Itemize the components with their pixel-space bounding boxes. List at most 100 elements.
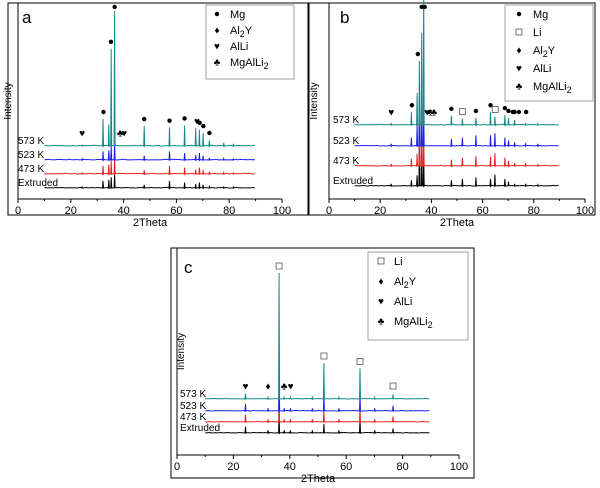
panel-label: a xyxy=(22,8,32,27)
x-tick-label: 100 xyxy=(273,205,291,217)
trace-523k xyxy=(44,142,255,162)
x-tick-label: 20 xyxy=(227,461,239,473)
trace-473k xyxy=(354,102,559,168)
series-label: 573 K xyxy=(333,115,359,126)
peak-marker-club: ♣ xyxy=(427,108,434,119)
peak-marker-circle xyxy=(422,4,427,10)
peak-marker-club: ♣ xyxy=(431,108,438,119)
peak-marker-circle xyxy=(488,103,493,108)
series-label: Extruded xyxy=(18,178,58,189)
peak-marker-diamond: ♦ xyxy=(266,382,271,393)
trace-473k xyxy=(44,157,255,176)
panel-frame xyxy=(7,2,309,216)
peak-marker-square xyxy=(491,106,499,113)
x-tick-label: 20 xyxy=(374,205,386,217)
legend-entry: AlLi xyxy=(394,296,412,308)
panel-a: a 0 20 40 60 80 100 2Theta Intensity Extruded 473 … xyxy=(3,2,309,229)
legend-entry: Al2Y xyxy=(394,276,417,290)
peak-marker-circle xyxy=(101,109,106,115)
x-axis-label: 2Theta xyxy=(440,217,475,229)
trace-473k xyxy=(205,394,430,424)
peak-marker-circle xyxy=(516,109,522,115)
x-tick-label: 100 xyxy=(576,205,594,217)
x-tick-label: 40 xyxy=(425,205,437,217)
x-tick-label: 80 xyxy=(396,461,408,473)
series-label: 523 K xyxy=(180,401,206,412)
peak-marker-square xyxy=(389,382,397,390)
x-tick-label: 80 xyxy=(223,205,235,217)
trace-573k xyxy=(354,0,559,127)
series-label: 473 K xyxy=(18,164,44,175)
peak-marker-circle xyxy=(512,109,517,115)
legend-box xyxy=(367,251,469,341)
legend-entry: Al2Y xyxy=(230,25,253,39)
x-tick-label: 60 xyxy=(170,205,182,217)
legend-symbol-diamond: ♦ xyxy=(516,46,521,57)
legend-symbol-diamond: ♦ xyxy=(214,26,219,37)
peak-marker-circle xyxy=(182,116,187,121)
peak-marker-circle xyxy=(473,108,479,114)
peak-marker-circle xyxy=(506,108,511,114)
x-tick-label: 60 xyxy=(476,205,488,217)
peak-marker-circle xyxy=(207,130,212,136)
trace-extruded xyxy=(205,414,430,435)
peak-marker-square xyxy=(275,262,283,270)
panel-frame xyxy=(170,247,475,479)
peak-marker-heart: ♥ xyxy=(79,129,85,140)
legend: Mg ♦ Al2Y ♥ AlLi ♣ MgAlLi2 xyxy=(205,4,295,80)
peak-marker-circle xyxy=(112,4,117,10)
peak-marker-square xyxy=(458,108,466,116)
panel-label: b xyxy=(340,8,349,27)
peak-marker-heart: ♥ xyxy=(121,129,127,140)
trace-523k xyxy=(205,356,430,413)
series-label: 523 K xyxy=(333,136,359,147)
peak-marker-circle xyxy=(419,4,424,10)
peak-marker-heart: ♥ xyxy=(194,117,200,128)
x-tick-label: 60 xyxy=(340,461,352,473)
x-axis-label: 2Theta xyxy=(301,473,336,483)
peak-marker-circle xyxy=(449,106,454,111)
x-tick-label: 0 xyxy=(15,205,21,217)
peak-marker-circle xyxy=(197,120,202,126)
x-tick-label: 80 xyxy=(528,205,540,217)
legend-symbol-circle xyxy=(214,11,220,17)
x-tick-label: 0 xyxy=(174,461,180,473)
legend-entry: MgAlLi2 xyxy=(230,57,269,71)
peak-marker-square xyxy=(320,352,328,360)
trace-573k xyxy=(44,10,255,148)
peak-marker-circle xyxy=(409,103,415,108)
y-axis-label: Intensity xyxy=(309,82,320,119)
legend-symbol-heart: ♥ xyxy=(378,297,384,308)
trace-573k xyxy=(205,272,430,401)
peak-marker-circle xyxy=(523,109,529,115)
x-tick-label: 100 xyxy=(450,461,468,473)
panel-b: b 0 20 40 60 80 100 2Theta Intensity Extruded 473 … xyxy=(308,0,596,229)
legend-symbol-square xyxy=(377,257,385,265)
legend-symbol-circle xyxy=(516,11,522,17)
peak-marker-circle xyxy=(141,116,147,122)
legend: Mg Li ♦ Al2Y ♥ AlLi ♣ MgAlLi2 xyxy=(504,4,594,102)
legend-symbol-diamond: ♦ xyxy=(378,277,383,288)
x-tick-label: 0 xyxy=(326,205,332,217)
y-axis-label: Intensity xyxy=(3,82,14,119)
peak-marker-square xyxy=(356,357,364,365)
legend-entry: Mg xyxy=(230,9,245,21)
trace-extruded xyxy=(44,174,255,190)
peak-marker-club: ♣ xyxy=(117,129,124,140)
peak-marker-circle xyxy=(167,118,172,123)
series-label: Extruded xyxy=(333,176,373,187)
x-tick-label: 40 xyxy=(117,205,129,217)
legend-entry: MgAlLi2 xyxy=(394,316,433,330)
peak-marker-heart: ♥ xyxy=(388,108,394,119)
trace-extruded xyxy=(354,129,559,188)
legend-entry: AlLi xyxy=(230,41,248,53)
legend-symbol-square xyxy=(515,28,523,36)
legend-symbol-club: ♣ xyxy=(378,317,385,328)
legend-box xyxy=(205,4,295,80)
legend-symbol-heart: ♥ xyxy=(516,64,522,75)
series-label: 573 K xyxy=(18,136,44,147)
peak-marker-club: ♣ xyxy=(281,382,288,393)
trace-523k xyxy=(354,74,559,148)
